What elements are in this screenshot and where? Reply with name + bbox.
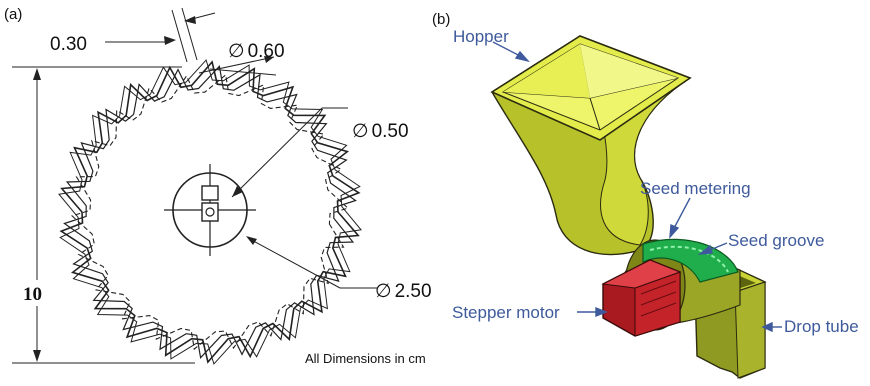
plate-outline-1 (63, 65, 357, 359)
hopper (490, 35, 692, 256)
panel-b-label: (b) (432, 11, 450, 28)
stepper-motor (601, 259, 682, 337)
height-dimension (12, 66, 195, 364)
d-mid-value: ∅ 0.50 (352, 121, 409, 142)
plate-outline-2 (71, 73, 349, 351)
drop-tube-label: Drop tube (784, 317, 859, 336)
plate-outline-0 (59, 60, 361, 364)
callout-arrows (492, 41, 782, 333)
units-note: All Dimensions in cm (305, 351, 426, 366)
d-small-leader (198, 56, 277, 76)
stepper-motor-label: Stepper motor (452, 303, 560, 322)
panel-b: (b) (432, 11, 859, 379)
panel-a: (a) 10 (4, 6, 432, 366)
d-hub-value: ∅ 2.50 (375, 281, 432, 302)
tooth-gap-dimension (105, 7, 216, 63)
plate-outline-3 (58, 59, 362, 365)
hub (164, 164, 256, 256)
d-small-value: ∅ 0.60 (228, 41, 285, 62)
height-value: 10 (23, 284, 42, 305)
hopper-label: Hopper (453, 27, 509, 46)
seed-metering-label: Seed metering (640, 179, 751, 198)
d-hub-leader (246, 236, 378, 289)
tooth-gap-value: 0.30 (50, 34, 87, 55)
seed-groove-ring (642, 238, 739, 283)
seed-plate-outline (58, 59, 362, 365)
seed-groove-label: Seed groove (728, 231, 824, 250)
d-mid-leader (231, 107, 348, 198)
panel-a-label: (a) (4, 6, 22, 23)
